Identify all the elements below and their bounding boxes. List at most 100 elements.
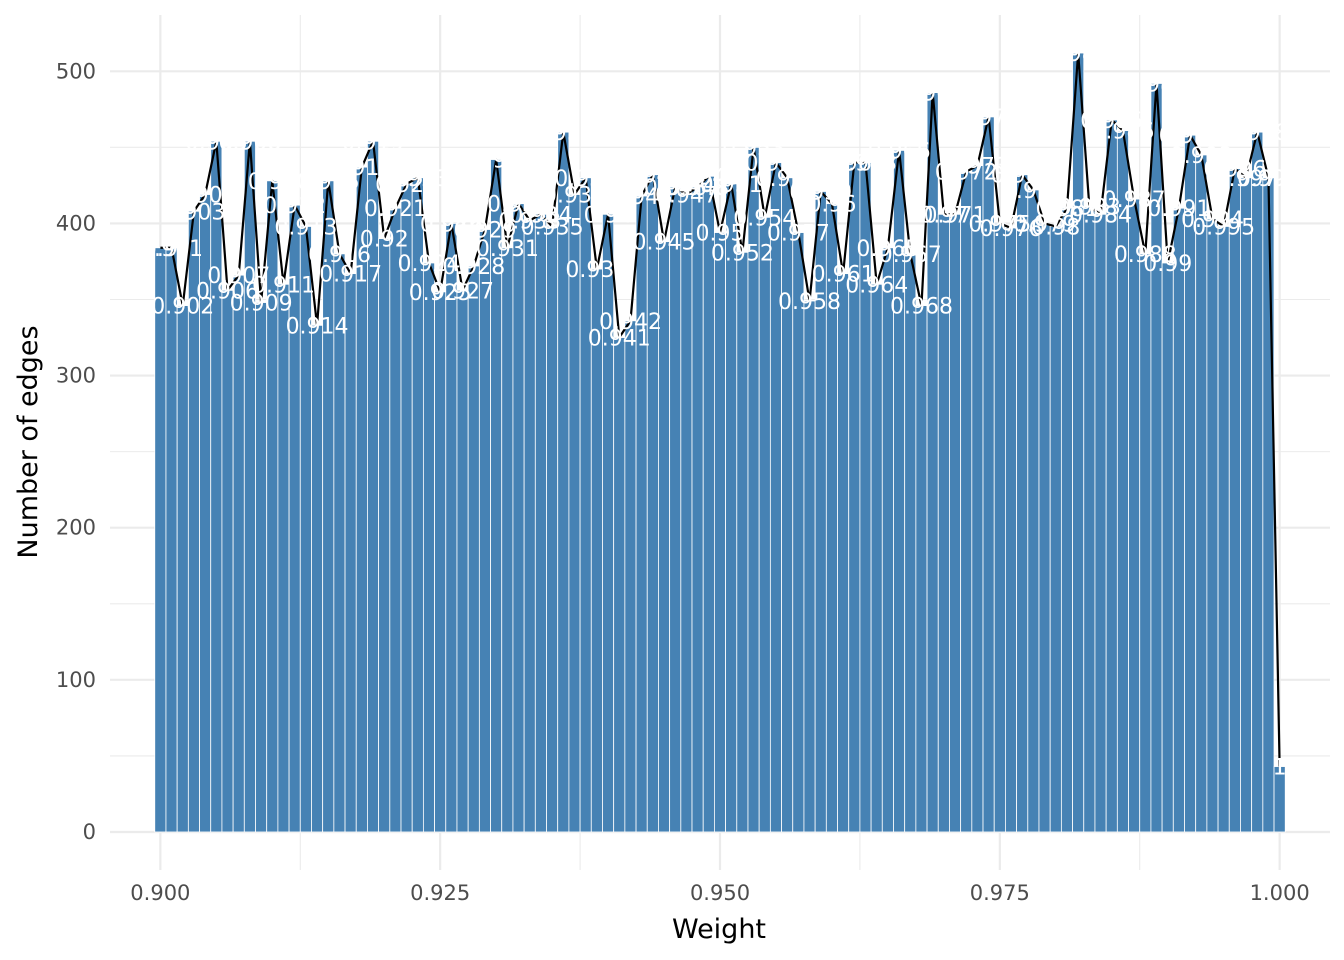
bar bbox=[624, 320, 637, 833]
data-label: 0.932 bbox=[487, 193, 550, 218]
data-label: 0.953 bbox=[722, 136, 785, 161]
data-label: 0.919 bbox=[342, 130, 405, 155]
bar bbox=[568, 194, 581, 833]
bar bbox=[837, 273, 850, 833]
data-label: 0.947 bbox=[655, 184, 718, 209]
data-label: 0.997 bbox=[1215, 167, 1278, 192]
bar bbox=[635, 195, 648, 833]
data-label: 0.979 bbox=[1013, 212, 1076, 237]
bar bbox=[255, 302, 268, 833]
data-label: 0.939 bbox=[565, 258, 628, 283]
bar bbox=[1005, 227, 1017, 833]
bar bbox=[1206, 218, 1219, 833]
data-label: 0.993 bbox=[1170, 144, 1233, 169]
data-label: 0.971 bbox=[924, 203, 987, 228]
bar bbox=[1262, 177, 1275, 833]
bar bbox=[1116, 130, 1129, 833]
data-label: 0.904 bbox=[174, 184, 237, 209]
x-tick-label: 0.950 bbox=[690, 881, 750, 905]
data-label: 0.936 bbox=[532, 121, 595, 146]
bar bbox=[1027, 189, 1040, 833]
bar bbox=[467, 265, 480, 833]
y-tick-label: 400 bbox=[56, 211, 96, 235]
data-label: 0.964 bbox=[845, 273, 908, 298]
data-label: 0.916 bbox=[308, 243, 371, 268]
data-label: 0.991 bbox=[1147, 197, 1210, 222]
data-label: 0.944 bbox=[621, 164, 684, 189]
data-label: 0.999 bbox=[1237, 167, 1300, 192]
bar bbox=[803, 300, 816, 833]
data-label: 0.968 bbox=[890, 295, 953, 320]
y-axis-tick-labels: 0 100 200 300 400 500 bbox=[56, 59, 96, 844]
bar bbox=[1060, 207, 1073, 833]
data-label: 0.931 bbox=[476, 237, 539, 262]
y-tick-label: 200 bbox=[56, 516, 96, 540]
bar bbox=[221, 289, 234, 833]
data-label: 0.923 bbox=[386, 167, 449, 192]
data-label: 0.983 bbox=[1058, 196, 1121, 221]
bar bbox=[1161, 262, 1174, 833]
bar bbox=[714, 232, 726, 833]
x-tick-label: 0.975 bbox=[970, 881, 1030, 905]
bar bbox=[277, 283, 290, 833]
bar bbox=[1228, 168, 1241, 833]
data-label: 0.961 bbox=[812, 263, 875, 288]
data-label: 0.941 bbox=[588, 327, 651, 352]
data-label: 0.967 bbox=[879, 243, 942, 268]
data-label: 0.926 bbox=[420, 212, 483, 237]
bar bbox=[1240, 177, 1253, 833]
bar bbox=[736, 251, 749, 833]
data-label: 0.927 bbox=[431, 279, 494, 304]
data-label: 0.902 bbox=[151, 295, 214, 320]
bar bbox=[344, 273, 357, 833]
y-axis-title: Number of edges bbox=[13, 325, 44, 558]
data-label: 0.913 bbox=[274, 215, 337, 240]
data-label: 0.998 bbox=[1226, 121, 1289, 146]
data-label: 0.901 bbox=[140, 237, 203, 262]
data-label: 0.92 bbox=[360, 228, 409, 253]
data-label: 0.914 bbox=[286, 314, 349, 339]
bar bbox=[478, 229, 491, 833]
data-label: 0.959 bbox=[789, 180, 852, 205]
bar bbox=[702, 175, 715, 833]
data-label: 0.974 bbox=[957, 106, 1020, 131]
data-label: 0.909 bbox=[230, 292, 293, 317]
x-axis-tick-labels: 0.900 0.925 0.950 0.975 1.000 bbox=[130, 881, 1309, 905]
bar bbox=[960, 171, 973, 833]
data-label: 0.911 bbox=[252, 273, 315, 298]
data-label: 0.91 bbox=[248, 170, 297, 195]
data-label: 0.93 bbox=[472, 149, 521, 174]
data-label: 0.969 bbox=[901, 82, 964, 107]
data-label: 0.962 bbox=[823, 152, 886, 177]
bar bbox=[904, 253, 917, 833]
bar bbox=[669, 186, 682, 833]
bar bbox=[1195, 154, 1208, 833]
bar bbox=[232, 274, 245, 833]
data-label: 0.973 bbox=[946, 155, 1009, 180]
data-label: 0.933 bbox=[498, 209, 561, 234]
bar bbox=[165, 247, 178, 833]
bar bbox=[602, 213, 615, 833]
data-label: 0.952 bbox=[711, 241, 774, 266]
x-axis-title: Weight bbox=[672, 914, 766, 945]
bar bbox=[1016, 174, 1029, 833]
data-label: 0.921 bbox=[364, 197, 427, 222]
bar bbox=[501, 247, 514, 833]
bar bbox=[1172, 207, 1185, 833]
data-label: 0.982 bbox=[1047, 42, 1110, 67]
x-tick-label: 1.000 bbox=[1250, 881, 1310, 905]
data-label: 0.905 bbox=[185, 130, 248, 155]
data-label: 0.95 bbox=[696, 222, 745, 247]
data-label: 0.934 bbox=[509, 203, 572, 228]
data-label: 0.937 bbox=[543, 184, 606, 209]
data-label: 0.994 bbox=[1181, 208, 1244, 233]
data-label: 0.972 bbox=[935, 161, 998, 186]
bar bbox=[915, 305, 928, 833]
bar bbox=[1094, 213, 1107, 833]
bar bbox=[792, 232, 805, 833]
x-tick-label: 0.900 bbox=[130, 881, 190, 905]
trend-line bbox=[160, 51, 1281, 767]
data-label: 0.957 bbox=[767, 222, 830, 247]
data-label: 0.975 bbox=[968, 212, 1031, 237]
data-label: 0.963 bbox=[834, 152, 897, 177]
